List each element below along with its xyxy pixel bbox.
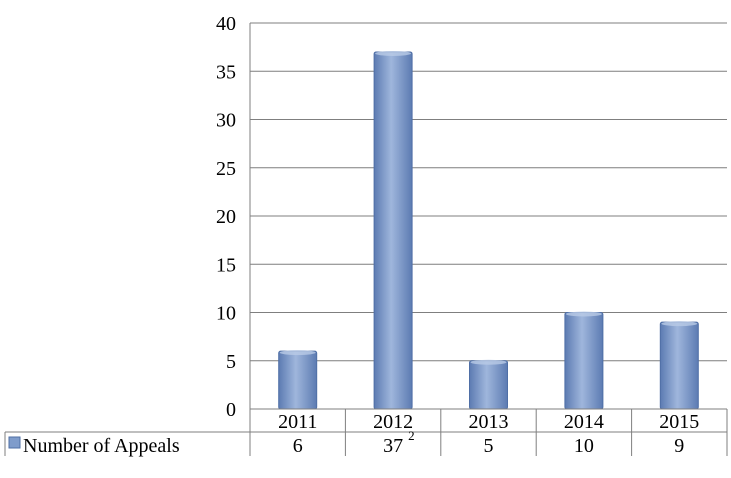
bar: [564, 312, 604, 410]
y-tick-label: 35: [216, 61, 236, 83]
y-tick-label: 40: [216, 13, 236, 35]
bar-cap: [470, 359, 507, 365]
gridlines: [249, 22, 727, 409]
x-category-label: 2011: [278, 411, 317, 433]
bar-cap: [565, 311, 602, 317]
bar: [659, 321, 699, 410]
footnote-marker: 2: [408, 428, 415, 443]
y-tick-label: 30: [216, 110, 236, 132]
data-value-label: 6: [293, 435, 303, 457]
y-axis-tick-labels: 0 5 10 15 20 25 30 35 40: [216, 13, 236, 421]
data-value-label: 10: [574, 435, 594, 457]
y-tick-label: 15: [216, 254, 236, 276]
bar-cap: [279, 350, 316, 356]
bars: [278, 50, 699, 410]
x-category-label: 2015: [659, 411, 699, 433]
x-category-label: 2014: [564, 411, 604, 433]
y-tick-label: 25: [216, 158, 236, 180]
legend-label: Number of Appeals: [23, 435, 180, 457]
x-category-label: 2012: [373, 411, 413, 433]
bar-cap: [661, 321, 698, 327]
bar-cap: [375, 50, 412, 56]
data-value-label: 37: [383, 435, 403, 457]
y-tick-label: 10: [216, 303, 236, 325]
data-table: 2011 2012 2013 2014 2015 Number of Appeals 6 37…: [4, 408, 728, 457]
data-value-label: 5: [484, 435, 494, 457]
legend-key: [8, 436, 21, 449]
bar: [469, 360, 508, 410]
data-value-label: 9: [674, 435, 684, 457]
bar: [373, 51, 413, 410]
y-tick-label: 5: [226, 351, 236, 373]
y-tick-label: 20: [216, 206, 236, 228]
y-tick-label: 0: [226, 399, 236, 421]
x-category-label: 2013: [469, 411, 509, 433]
bar: [278, 350, 318, 410]
